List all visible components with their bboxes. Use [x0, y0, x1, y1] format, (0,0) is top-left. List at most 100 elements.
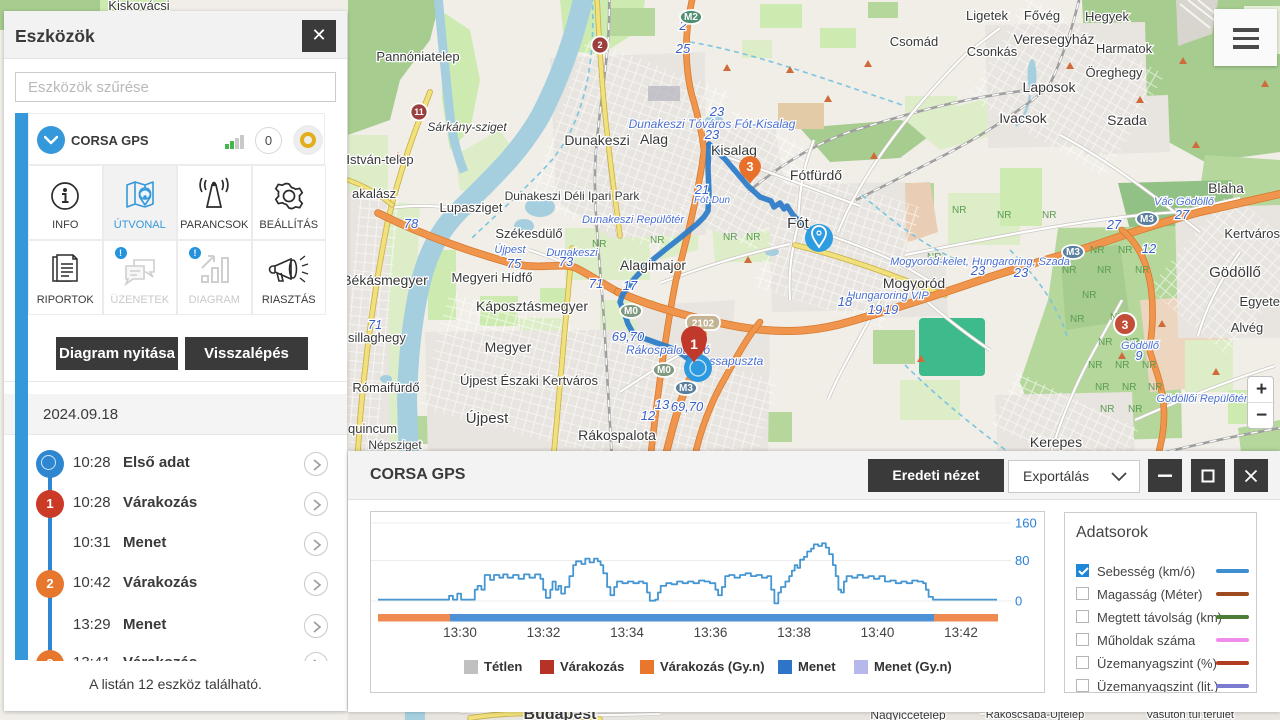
svg-text:Kisalag: Kisalag — [711, 142, 757, 158]
svg-text:3: 3 — [1122, 318, 1129, 332]
svg-text:Újpest: Újpest — [494, 243, 526, 256]
svg-text:Pannóniatelep: Pannóniatelep — [376, 49, 459, 64]
svg-text:69,70: 69,70 — [612, 329, 645, 344]
svg-text:NR: NR — [1135, 265, 1149, 276]
svg-text:13:40: 13:40 — [861, 625, 895, 640]
svg-text:Fót: Fót — [787, 215, 810, 232]
svg-text:11: 11 — [414, 107, 424, 117]
svg-text:NR: NR — [1115, 360, 1129, 371]
svg-text:13:32: 13:32 — [527, 625, 561, 640]
svg-text:2: 2 — [678, 18, 687, 33]
svg-text:NR: NR — [746, 232, 760, 243]
svg-text:Dunakeszi: Dunakeszi — [546, 247, 598, 259]
svg-text:Szada: Szada — [1107, 112, 1147, 128]
svg-text:NR: NR — [952, 205, 966, 216]
svg-text:NR: NR — [927, 252, 941, 263]
svg-text:Várakozás (Gy.n): Várakozás (Gy.n) — [660, 659, 765, 674]
svg-text:Hegyek: Hegyek — [1085, 9, 1130, 24]
svg-text:Kiskovácsi: Kiskovácsi — [108, 0, 170, 13]
svg-text:27: 27 — [1174, 207, 1190, 222]
svg-text:Fót-Dun: Fót-Dun — [694, 195, 731, 206]
svg-text:Menet: Menet — [798, 659, 836, 674]
svg-text:Veresegyház: Veresegyház — [1014, 31, 1095, 47]
svg-text:Kertváros: Kertváros — [1224, 226, 1280, 241]
svg-text:Gödöllő: Gödöllő — [1209, 264, 1261, 281]
svg-text:NR: NR — [1062, 265, 1076, 276]
svg-text:Harmatok: Harmatok — [1096, 41, 1153, 56]
svg-text:73: 73 — [559, 254, 574, 269]
svg-text:István-telep: István-telep — [346, 152, 413, 167]
svg-text:M0: M0 — [657, 365, 671, 376]
svg-text:Laposok: Laposok — [1023, 79, 1077, 95]
svg-text:Hungaroring VIP: Hungaroring VIP — [847, 290, 929, 302]
svg-text:Népsziget: Népsziget — [368, 438, 422, 452]
svg-text:Tétlen: Tétlen — [484, 659, 522, 674]
svg-text:M0: M0 — [624, 306, 638, 317]
svg-text:0: 0 — [1015, 594, 1022, 609]
svg-text:Rómaifürdő: Rómaifürdő — [352, 380, 419, 395]
svg-text:75: 75 — [507, 256, 522, 271]
svg-text:80: 80 — [1015, 553, 1029, 568]
svg-text:Alag: Alag — [640, 131, 668, 147]
svg-text:13:38: 13:38 — [777, 625, 811, 640]
svg-text:NR: NR — [997, 210, 1011, 221]
svg-text:160: 160 — [1015, 516, 1037, 531]
svg-text:Csomád: Csomád — [890, 34, 938, 49]
svg-text:M3: M3 — [679, 383, 693, 394]
svg-text:23: 23 — [970, 263, 986, 278]
svg-text:assapuszta: assapuszta — [703, 354, 764, 368]
svg-text:akalász: akalász — [352, 186, 396, 201]
svg-text:19: 19 — [868, 302, 882, 317]
svg-text:Egyete: Egyete — [1240, 294, 1280, 309]
svg-text:9: 9 — [1135, 348, 1142, 363]
svg-text:Fótfürdő: Fótfürdő — [790, 167, 842, 183]
svg-text:Alvég: Alvég — [1231, 320, 1264, 335]
svg-text:Blaha: Blaha — [1208, 180, 1244, 196]
svg-text:21: 21 — [694, 182, 709, 197]
svg-text:Ivacsok: Ivacsok — [999, 110, 1047, 126]
svg-text:NR: NR — [1100, 404, 1114, 415]
svg-text:69,70: 69,70 — [671, 399, 704, 414]
svg-text:NR: NR — [1098, 337, 1112, 348]
svg-text:2: 2 — [597, 40, 602, 50]
svg-text:Mogyoród-kelet, Hungaroring, S: Mogyoród-kelet, Hungaroring, Szada — [890, 256, 1070, 268]
svg-text:3: 3 — [746, 159, 753, 174]
svg-text:Alagimajor: Alagimajor — [620, 257, 686, 273]
svg-text:Várakozás: Várakozás — [560, 659, 624, 674]
svg-text:NR: NR — [650, 235, 664, 246]
svg-text:Fővég: Fővég — [1024, 8, 1060, 23]
svg-text:Dunakeszi: Dunakeszi — [564, 132, 629, 148]
svg-text:NR: NR — [1128, 404, 1142, 415]
svg-text:Dunakeszi Tóváros Fót-Kisalag: Dunakeszi Tóváros Fót-Kisalag — [629, 117, 796, 131]
svg-text:18: 18 — [838, 294, 853, 309]
svg-text:27: 27 — [1106, 217, 1122, 232]
svg-text:Békásmegyer: Békásmegyer — [342, 272, 428, 288]
svg-text:19: 19 — [884, 302, 898, 317]
svg-text:Rákospalota: Rákospalota — [578, 427, 656, 443]
svg-text:Lupasziget: Lupasziget — [440, 200, 503, 215]
svg-text:Megyer: Megyer — [485, 339, 532, 355]
svg-text:Gödöllői Repülőtér: Gödöllői Repülőtér — [1156, 393, 1248, 405]
svg-text:Káposztásmegyer: Káposztásmegyer — [476, 298, 588, 314]
svg-text:Megyeri Hídfő: Megyeri Hídfő — [452, 270, 533, 285]
svg-text:NR: NR — [1090, 245, 1104, 256]
svg-text:NR: NR — [723, 232, 737, 243]
svg-text:Dunakeszi Repülőtér: Dunakeszi Repülőtér — [582, 214, 685, 226]
svg-text:2102: 2102 — [692, 319, 715, 330]
svg-text:Dunakeszi Déli Ipari Park: Dunakeszi Déli Ipari Park — [505, 189, 641, 203]
svg-text:Székesdülő: Székesdülő — [495, 226, 562, 241]
svg-text:1: 1 — [690, 336, 698, 352]
svg-text:NR: NR — [1088, 360, 1102, 371]
svg-text:NR: NR — [1042, 210, 1056, 221]
svg-text:M3: M3 — [1140, 214, 1154, 225]
svg-text:NR: NR — [1070, 314, 1084, 325]
svg-text:78: 78 — [404, 216, 419, 231]
svg-text:13:30: 13:30 — [443, 625, 477, 640]
svg-text:13:42: 13:42 — [944, 625, 978, 640]
svg-text:71: 71 — [368, 317, 382, 332]
svg-text:71: 71 — [589, 276, 603, 291]
svg-text:quincum: quincum — [348, 421, 397, 436]
svg-text:Kerepes: Kerepes — [1030, 434, 1082, 450]
svg-text:NR: NR — [1097, 265, 1111, 276]
svg-text:13:34: 13:34 — [610, 625, 644, 640]
